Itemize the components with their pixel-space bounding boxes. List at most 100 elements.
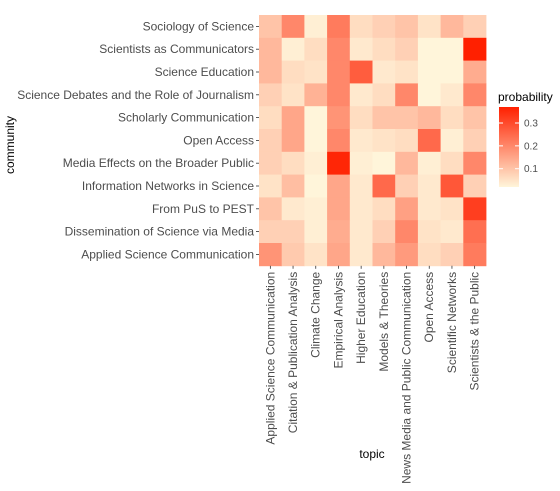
heatmap-cell [259, 220, 283, 244]
heatmap-cell [304, 197, 328, 221]
heatmap-cell [440, 106, 464, 130]
heatmap-cell [349, 83, 373, 107]
heatmap-cell [395, 37, 419, 61]
heatmap-cell [304, 174, 328, 198]
heatmap-cell [440, 129, 464, 153]
heatmap-cell [327, 243, 351, 267]
heatmap-cell [440, 197, 464, 221]
y-tick-label: Scholarly Communication [118, 111, 254, 125]
heatmap-cell [395, 106, 419, 130]
heatmap-cell [463, 106, 487, 130]
heatmap-cell [417, 174, 441, 198]
heatmap-cell [327, 60, 351, 84]
heatmap-cell [259, 151, 283, 175]
y-tick-label: Science Education [155, 65, 254, 79]
y-tick-label: Sociology of Science [143, 19, 255, 33]
heatmap-cell [281, 151, 305, 175]
heatmap-cell [440, 83, 464, 107]
heatmap-cell [395, 83, 419, 107]
legend-tick-label: 0.1 [524, 164, 538, 175]
heatmap-cell [281, 60, 305, 84]
legend-ticks: 0.1 0.2 0.3 [499, 119, 538, 175]
heatmap-cell [304, 129, 328, 153]
heatmap-cell [395, 220, 419, 244]
heatmap-cell [327, 197, 351, 221]
heatmap-cell [327, 37, 351, 61]
y-tick-label: Information Networks in Science [82, 179, 254, 193]
heatmap-cell [349, 174, 373, 198]
heatmap-cell [463, 83, 487, 107]
heatmap-cell [281, 197, 305, 221]
x-axis-tick-labels: Applied Science Communication Citation & … [263, 265, 482, 484]
x-tick-label: Models & Theories [377, 272, 391, 372]
heatmap-cell [327, 174, 351, 198]
legend-tick-label: 0.2 [524, 141, 538, 152]
heatmap-cell [349, 197, 373, 221]
heatmap-cell [372, 37, 396, 61]
heatmap-cell [259, 106, 283, 130]
heatmap-cell [417, 243, 441, 267]
heatmap-cell [395, 151, 419, 175]
x-tick-label: Climate Change [309, 271, 323, 357]
heatmap-cell [463, 60, 487, 84]
x-tick-label: Empirical Analysis [331, 272, 345, 369]
heatmap-cell [281, 15, 305, 39]
heatmap-cell [395, 197, 419, 221]
heatmap-cell [463, 37, 487, 61]
y-tick-label: Scientists as Communicators [99, 42, 254, 56]
heatmap-cell [281, 174, 305, 198]
y-tick-label: Science Debates and the Role of Journali… [17, 88, 254, 102]
heatmap-cell [281, 220, 305, 244]
heatmap-cell [463, 197, 487, 221]
heatmap-cell [417, 60, 441, 84]
heatmap-cell [304, 37, 328, 61]
y-tick-label: Media Effects on the Broader Public [63, 156, 254, 170]
y-tick-label: Applied Science Communication [81, 247, 254, 261]
x-tick-label: Higher Education [354, 272, 368, 364]
y-tick-label: Dissemination of Science via Media [65, 225, 255, 239]
heatmap-cell [327, 129, 351, 153]
heatmap-cell [304, 243, 328, 267]
heatmap-cell [327, 106, 351, 130]
heatmap-cell [440, 174, 464, 198]
heatmap-cell [440, 60, 464, 84]
heatmap-cell [349, 106, 373, 130]
y-axis-title: community [3, 116, 17, 174]
y-tick-label: From PuS to PEST [152, 202, 255, 216]
heatmap-cell [463, 174, 487, 198]
heatmap-cell [259, 129, 283, 153]
heatmap-cell [395, 60, 419, 84]
heatmap-cell [327, 83, 351, 107]
legend-color-bar [499, 107, 519, 187]
heatmap-cell [417, 15, 441, 39]
heatmap-cell [349, 37, 373, 61]
heatmap-cell [349, 151, 373, 175]
x-tick-label: Scientific Networks [445, 272, 459, 373]
heatmap-cell [327, 15, 351, 39]
heatmap-cell [372, 83, 396, 107]
y-tick-label: Open Access [183, 133, 254, 147]
x-tick-label: Citation & Publication Analysis [286, 272, 300, 433]
heatmap-cell [463, 129, 487, 153]
heatmap-cell [304, 15, 328, 39]
heatmap-cell [417, 37, 441, 61]
heatmap-cell [463, 243, 487, 267]
heatmap-cell [372, 15, 396, 39]
heatmap-cell [349, 220, 373, 244]
heatmap-cell [259, 174, 283, 198]
heatmap-cell [349, 129, 373, 153]
heatmap-cell [417, 129, 441, 153]
legend-tick-label: 0.3 [524, 119, 538, 130]
heatmap-cell [463, 15, 487, 39]
x-tick-label: Scientists & the Public [468, 272, 482, 391]
heatmap-cell [417, 83, 441, 107]
heatmap-cell [463, 220, 487, 244]
heatmap-cell [417, 220, 441, 244]
heatmap-cell [304, 60, 328, 84]
heatmap-cell [281, 37, 305, 61]
heatmap-cell [349, 60, 373, 84]
heatmap-cell [259, 243, 283, 267]
heatmap-cell [281, 83, 305, 107]
heatmap-cell [281, 129, 305, 153]
heatmap-cell [395, 15, 419, 39]
